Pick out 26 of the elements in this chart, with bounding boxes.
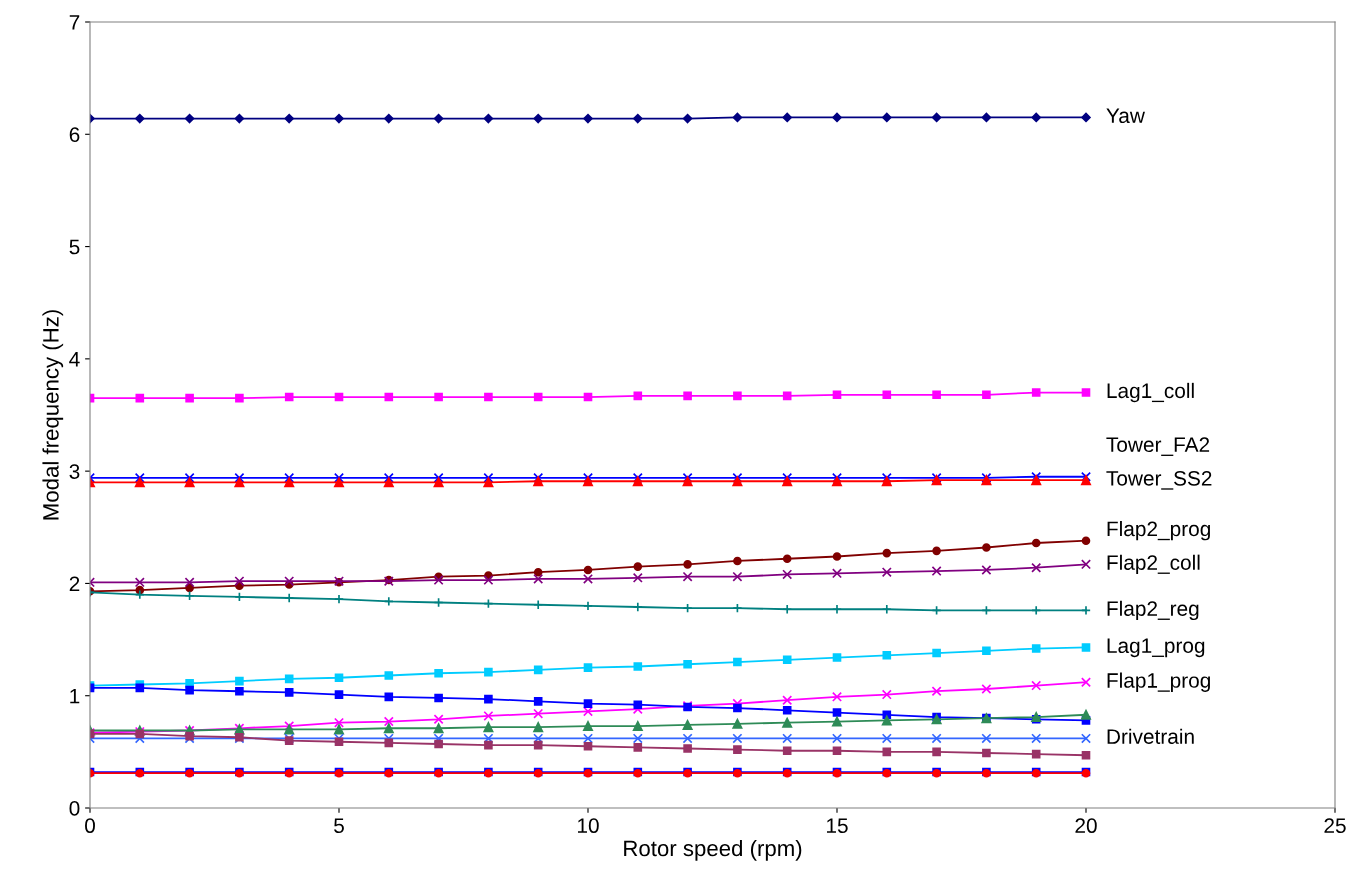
series-label: Tower_FA2 — [1106, 437, 1210, 456]
y-tick-label: 2 — [69, 576, 80, 591]
series-label: Flap2_prog — [1107, 520, 1210, 541]
series-label: Lag1_prog — [1107, 638, 1205, 658]
series-label: Tower_SS2 — [1106, 470, 1212, 490]
x-axis-title: Rotor speed (rpm) — [624, 839, 802, 861]
y-tick-label: 0 — [69, 801, 80, 816]
y-tick-label: 3 — [69, 464, 80, 479]
series-label: Flap2_reg — [1107, 600, 1199, 621]
x-tick-label: 15 — [827, 818, 848, 834]
y-tick-label: 6 — [69, 127, 80, 143]
x-tick-label: 0 — [85, 818, 95, 834]
y-axis-title: Modal frequency (Hz) — [42, 310, 64, 520]
x-tick-label: 20 — [1075, 818, 1097, 834]
x-tick-label: 5 — [334, 818, 344, 834]
series-label: Drivetrain — [1107, 728, 1194, 744]
y-tick-label: 7 — [69, 15, 80, 30]
y-tick-label: 4 — [69, 352, 80, 367]
y-tick-label: 1 — [70, 688, 80, 704]
series-label: Flap1_prog — [1107, 672, 1210, 692]
series-label: Lag1_coll — [1107, 382, 1194, 403]
series-label: Yaw — [1106, 108, 1145, 124]
x-tick-label: 10 — [578, 818, 599, 834]
y-tick-label: 5 — [69, 239, 80, 255]
series-label: Flap2_coll — [1107, 554, 1200, 575]
x-tick-label: 25 — [1324, 818, 1346, 834]
